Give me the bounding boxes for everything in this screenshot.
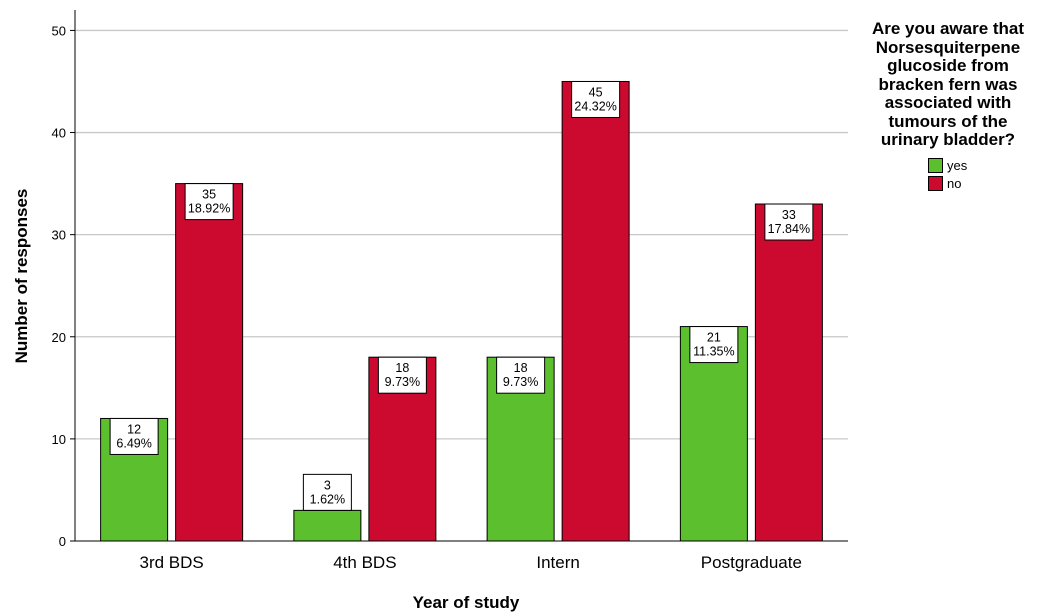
bars <box>100 80 823 542</box>
data-label: 31.62% <box>302 473 352 511</box>
x-axis-title: Year of study <box>413 593 520 612</box>
legend-label-yes: yes <box>947 158 968 173</box>
data-label: 189.73% <box>377 356 427 394</box>
legend-title: Are you aware that Norsesquiterpene glucos… <box>871 19 1025 149</box>
x-tick-label: Intern <box>536 553 579 572</box>
data-label: 126.49% <box>109 417 159 455</box>
data-label-box <box>377 356 427 394</box>
data-label-box <box>689 326 739 364</box>
data-labels: 126.49%3518.92%31.62%189.73%189.73%4524.… <box>109 80 814 511</box>
y-tick-label: 20 <box>52 330 66 345</box>
data-label-box <box>571 80 621 118</box>
legend-item-no: no <box>928 175 1048 193</box>
data-label-percent: 6.49% <box>116 436 151 450</box>
bar-yes <box>293 509 362 542</box>
data-label-percent: 11.35% <box>693 345 734 359</box>
y-tick-label: 40 <box>52 126 66 141</box>
y-tick-label: 10 <box>52 432 66 447</box>
legend-swatch-yes <box>928 158 943 173</box>
y-tick-label: 0 <box>59 534 66 549</box>
data-label-count: 12 <box>127 422 141 436</box>
data-label-count: 35 <box>202 188 216 202</box>
data-label-percent: 9.73% <box>503 375 538 389</box>
data-label-percent: 1.62% <box>310 492 345 506</box>
legend-item-yes: yes <box>928 157 1048 175</box>
data-label-count: 18 <box>395 361 409 375</box>
legend-swatch-no <box>928 176 943 191</box>
data-label-box <box>302 473 352 511</box>
data-label-box <box>109 417 159 455</box>
data-label: 189.73% <box>496 356 546 394</box>
data-label-percent: 9.73% <box>385 375 420 389</box>
data-label-box <box>496 356 546 394</box>
x-tick-label: 4th BDS <box>333 553 396 572</box>
legend: Are you aware that Norsesquiterpene glucos… <box>848 19 1048 193</box>
data-label-count: 33 <box>782 208 796 222</box>
bar-no <box>175 183 244 542</box>
x-tick-labels: 3rd BDS 4th BDS Intern Postgraduate <box>140 553 802 572</box>
axes <box>74 10 848 542</box>
x-tick-label: 3rd BDS <box>140 553 204 572</box>
data-label-count: 45 <box>589 85 603 99</box>
bar-no <box>561 80 630 542</box>
data-label-count: 21 <box>707 331 721 345</box>
data-label-box <box>184 183 234 221</box>
y-tick-labels: 0 10 20 30 40 50 <box>52 23 75 549</box>
legend-label-no: no <box>947 176 962 191</box>
data-label-percent: 17.84% <box>768 222 810 236</box>
y-tick-label: 30 <box>52 228 66 243</box>
data-label-box <box>764 203 814 241</box>
bar-no <box>754 203 823 542</box>
data-label-percent: 24.32% <box>574 99 616 113</box>
data-label-percent: 18.92% <box>188 202 230 216</box>
y-axis-title: Number of responses <box>12 189 31 364</box>
data-label-count: 18 <box>514 361 528 375</box>
x-tick-label: Postgraduate <box>701 553 802 572</box>
y-tick-label: 50 <box>52 23 66 38</box>
data-label-count: 3 <box>324 478 331 492</box>
